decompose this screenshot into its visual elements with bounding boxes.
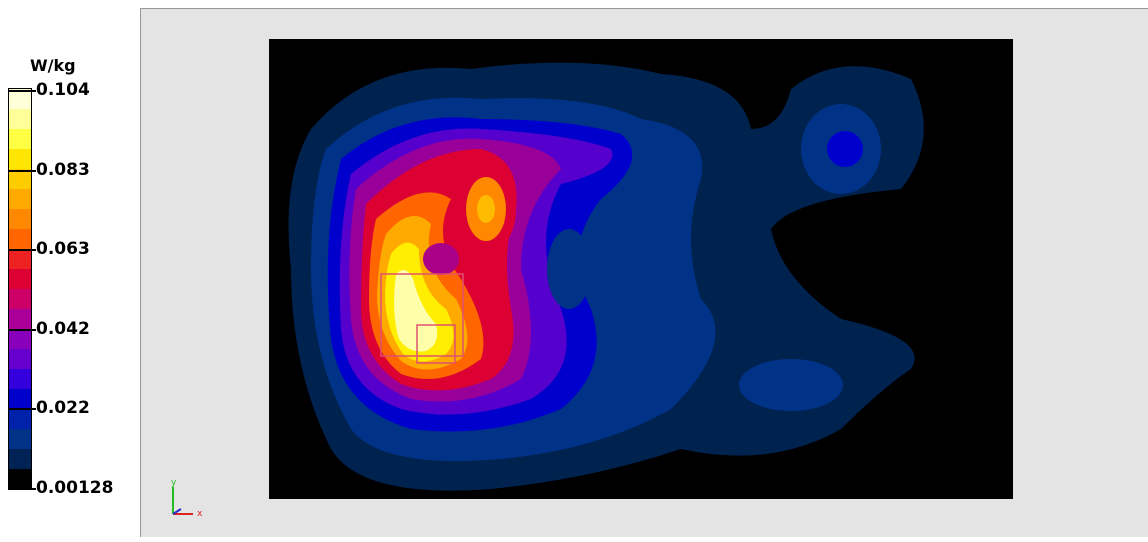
color-band <box>9 249 31 269</box>
color-band <box>9 89 31 109</box>
color-band <box>9 409 31 429</box>
color-band <box>9 149 31 169</box>
svg-text:x: x <box>197 509 203 519</box>
legend-tick <box>8 249 36 252</box>
color-band <box>9 349 31 369</box>
legend-label: 0.042 <box>36 318 90 339</box>
legend-label: 0.063 <box>36 239 90 260</box>
color-band <box>9 269 31 289</box>
legend-label: 0.104 <box>36 80 90 100</box>
legend-label: 0.00128 <box>36 478 114 498</box>
color-band <box>9 389 31 409</box>
scan-plot: y x <box>171 39 1013 519</box>
color-band <box>9 189 31 209</box>
color-band <box>9 329 31 349</box>
sar-contours <box>288 62 924 491</box>
legend-tick <box>8 90 36 92</box>
color-band <box>9 289 31 309</box>
legend-tick <box>8 408 36 411</box>
legend-tick <box>8 488 36 490</box>
legend-label: 0.022 <box>36 398 90 419</box>
svg-text:y: y <box>171 478 177 488</box>
legend-label: 0.083 <box>36 159 90 180</box>
legend-unit: W/kg <box>30 56 76 75</box>
color-band <box>9 209 31 229</box>
color-band <box>9 449 31 469</box>
color-band <box>9 309 31 329</box>
color-band <box>9 169 31 189</box>
color-band <box>9 229 31 249</box>
color-band <box>9 429 31 449</box>
scan-view: y x <box>140 8 1148 537</box>
axes-triad: y x <box>171 478 203 519</box>
legend-tick <box>8 169 36 172</box>
legend-tick <box>8 328 36 331</box>
color-band <box>9 109 31 129</box>
color-band <box>9 369 31 389</box>
color-bar <box>8 88 32 488</box>
color-band <box>9 469 31 487</box>
color-band <box>9 129 31 149</box>
